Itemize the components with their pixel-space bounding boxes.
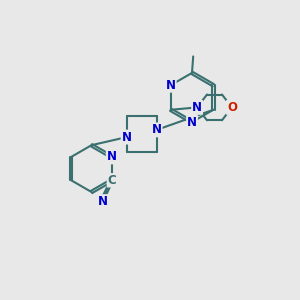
Text: N: N bbox=[192, 101, 202, 114]
Text: N: N bbox=[166, 79, 176, 92]
Text: N: N bbox=[152, 123, 162, 136]
Text: O: O bbox=[227, 101, 237, 114]
Text: N: N bbox=[107, 150, 117, 164]
Text: N: N bbox=[122, 130, 132, 144]
Text: C: C bbox=[107, 174, 116, 187]
Text: N: N bbox=[98, 195, 108, 208]
Text: N: N bbox=[187, 116, 197, 129]
